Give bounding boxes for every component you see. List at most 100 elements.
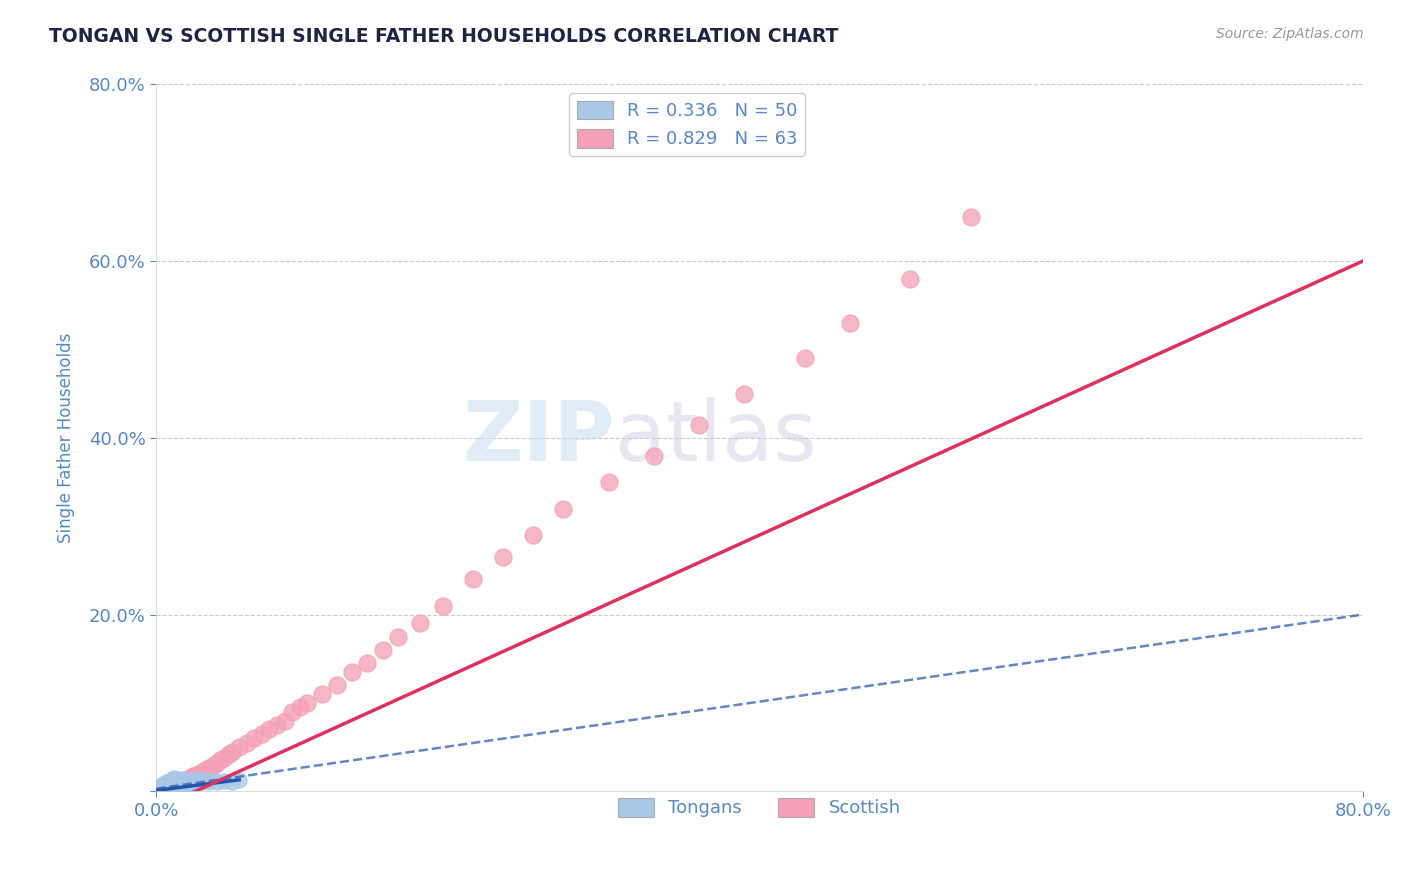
Point — [208, 753, 231, 767]
Point — [174, 773, 197, 788]
Point — [187, 772, 209, 786]
Point — [173, 775, 195, 789]
Point — [153, 781, 176, 796]
Point — [598, 475, 620, 489]
Point — [205, 775, 228, 789]
Point — [162, 772, 184, 786]
Point — [156, 780, 179, 795]
Point — [155, 776, 177, 790]
Point — [643, 449, 665, 463]
Point — [243, 731, 266, 746]
Point — [295, 696, 318, 710]
Point — [170, 777, 193, 791]
Point — [166, 775, 188, 789]
Point — [202, 757, 225, 772]
Point — [553, 501, 575, 516]
Point — [157, 779, 180, 793]
Point — [146, 782, 169, 797]
Text: Source: ZipAtlas.com: Source: ZipAtlas.com — [1216, 27, 1364, 41]
Point — [155, 780, 177, 794]
Point — [221, 774, 243, 789]
Point — [150, 780, 173, 795]
Point — [228, 772, 250, 787]
Point — [194, 773, 217, 788]
Point — [148, 781, 170, 796]
Point — [176, 776, 198, 790]
Point — [190, 764, 212, 779]
Point — [163, 777, 186, 791]
Point — [218, 747, 240, 762]
Point — [221, 745, 243, 759]
Point — [153, 780, 176, 795]
Point — [156, 775, 179, 789]
Point — [688, 417, 710, 432]
Point — [150, 778, 173, 792]
Point — [371, 643, 394, 657]
Point — [198, 774, 221, 789]
Point — [166, 775, 188, 789]
Point — [153, 777, 176, 791]
Point — [522, 528, 544, 542]
Point — [266, 718, 288, 732]
Point — [169, 774, 191, 789]
Point — [149, 779, 172, 793]
Point — [461, 572, 484, 586]
Point — [163, 776, 186, 790]
Point — [259, 723, 281, 737]
Point — [342, 665, 364, 679]
Point — [149, 782, 172, 797]
Point — [163, 771, 186, 785]
Point — [212, 773, 235, 788]
Point — [387, 630, 409, 644]
Point — [793, 351, 815, 366]
Point — [184, 776, 207, 790]
Point — [733, 386, 755, 401]
Point — [160, 778, 183, 792]
Point — [165, 773, 187, 788]
Point — [184, 768, 207, 782]
Point — [180, 777, 202, 791]
Text: atlas: atlas — [614, 397, 817, 478]
Point — [156, 780, 179, 794]
Point — [186, 774, 208, 789]
Point — [174, 774, 197, 789]
Point — [162, 778, 184, 792]
Point — [288, 700, 311, 714]
Point — [202, 772, 225, 787]
Point — [179, 771, 201, 785]
Point — [205, 756, 228, 770]
Text: ZIP: ZIP — [463, 397, 614, 478]
Point — [250, 727, 273, 741]
Point — [157, 778, 180, 792]
Point — [898, 272, 921, 286]
Point — [356, 656, 378, 670]
Point — [170, 772, 193, 786]
Point — [183, 773, 205, 788]
Point — [311, 687, 333, 701]
Point — [194, 763, 217, 777]
Point — [159, 779, 181, 793]
Legend: Tongans, Scottish: Tongans, Scottish — [610, 791, 908, 825]
Point — [160, 772, 183, 787]
Point — [273, 714, 295, 728]
Point — [212, 750, 235, 764]
Point — [181, 775, 204, 789]
Text: TONGAN VS SCOTTISH SINGLE FATHER HOUSEHOLDS CORRELATION CHART: TONGAN VS SCOTTISH SINGLE FATHER HOUSEHO… — [49, 27, 838, 45]
Point — [432, 599, 454, 613]
Point — [159, 773, 181, 788]
Point — [162, 779, 184, 793]
Point — [409, 616, 432, 631]
Point — [167, 772, 190, 787]
Point — [959, 210, 981, 224]
Point — [173, 773, 195, 788]
Point — [326, 678, 349, 692]
Point — [157, 774, 180, 789]
Y-axis label: Single Father Households: Single Father Households — [58, 333, 75, 543]
Point — [176, 772, 198, 787]
Point — [170, 775, 193, 789]
Point — [159, 780, 181, 794]
Point — [177, 774, 200, 789]
Point — [167, 776, 190, 790]
Point — [167, 776, 190, 790]
Point — [165, 778, 187, 792]
